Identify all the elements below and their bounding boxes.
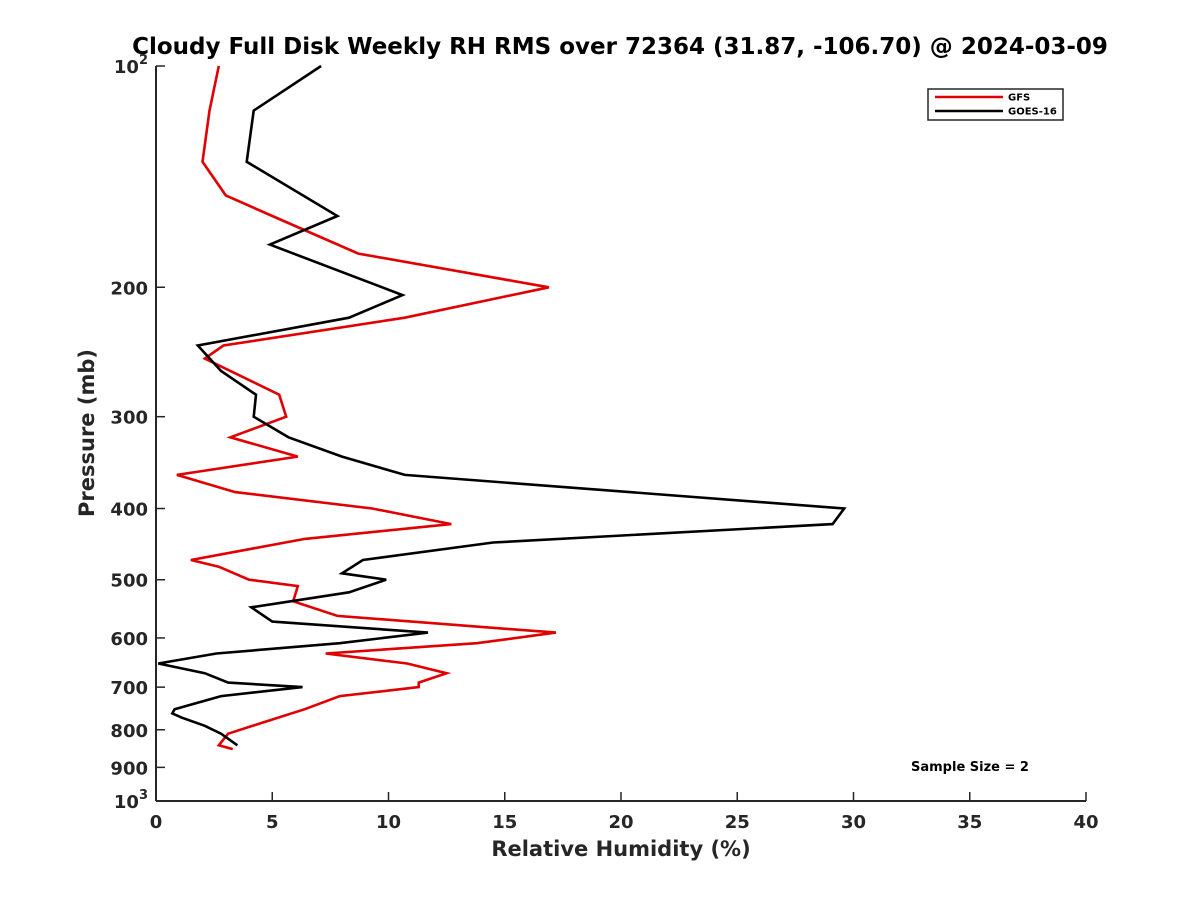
y-tick-label: 500: [110, 571, 148, 592]
plot-axes: [155, 66, 1086, 802]
legend-box: [927, 88, 1064, 121]
y-tick-label: 102: [114, 53, 148, 78]
legend: GFS GOES-16: [927, 88, 1064, 121]
x-tick-label: 0: [150, 812, 163, 833]
legend-gfs-label: GFS: [1008, 93, 1030, 104]
x-tick-label: 5: [266, 812, 279, 833]
x-tick-label: 25: [725, 812, 750, 833]
y-tick-label: 300: [110, 408, 148, 429]
x-tick-label: 20: [608, 812, 633, 833]
y-axis-label: Pressure (mb): [75, 349, 99, 517]
x-tick-label: 40: [1073, 812, 1098, 833]
y-tick-label: 800: [110, 721, 148, 742]
chart-title: Cloudy Full Disk Weekly RH RMS over 7236…: [132, 34, 1108, 60]
series-line-gfs: [176, 65, 557, 751]
y-tick-label: 700: [110, 678, 148, 699]
y-tick-label: 900: [110, 758, 148, 779]
x-tick-label: 15: [492, 812, 517, 833]
x-tick-label: 30: [841, 812, 866, 833]
series-gfs: [176, 65, 557, 751]
series-layer: [158, 64, 847, 751]
y-tick-label: 103: [114, 788, 148, 813]
x-tick-label: 35: [957, 812, 982, 833]
sample-size-annotation: Sample Size = 2: [911, 760, 1029, 775]
x-tick-label: 10: [376, 812, 401, 833]
series-goes-16: [158, 64, 847, 747]
legend-goes-label: GOES-16: [1008, 107, 1057, 118]
y-tick-label: 400: [110, 500, 148, 521]
series-line-goes-16: [158, 64, 847, 747]
x-ticks: 0 5 10 15 20 25 30 35 40: [150, 792, 1099, 833]
x-axis-label: Relative Humidity (%): [491, 837, 750, 861]
y-ticks: 102 200 300 400 500 600 700 800 900 103: [110, 53, 165, 813]
y-tick-label: 200: [110, 278, 148, 299]
y-tick-label: 600: [110, 629, 148, 650]
